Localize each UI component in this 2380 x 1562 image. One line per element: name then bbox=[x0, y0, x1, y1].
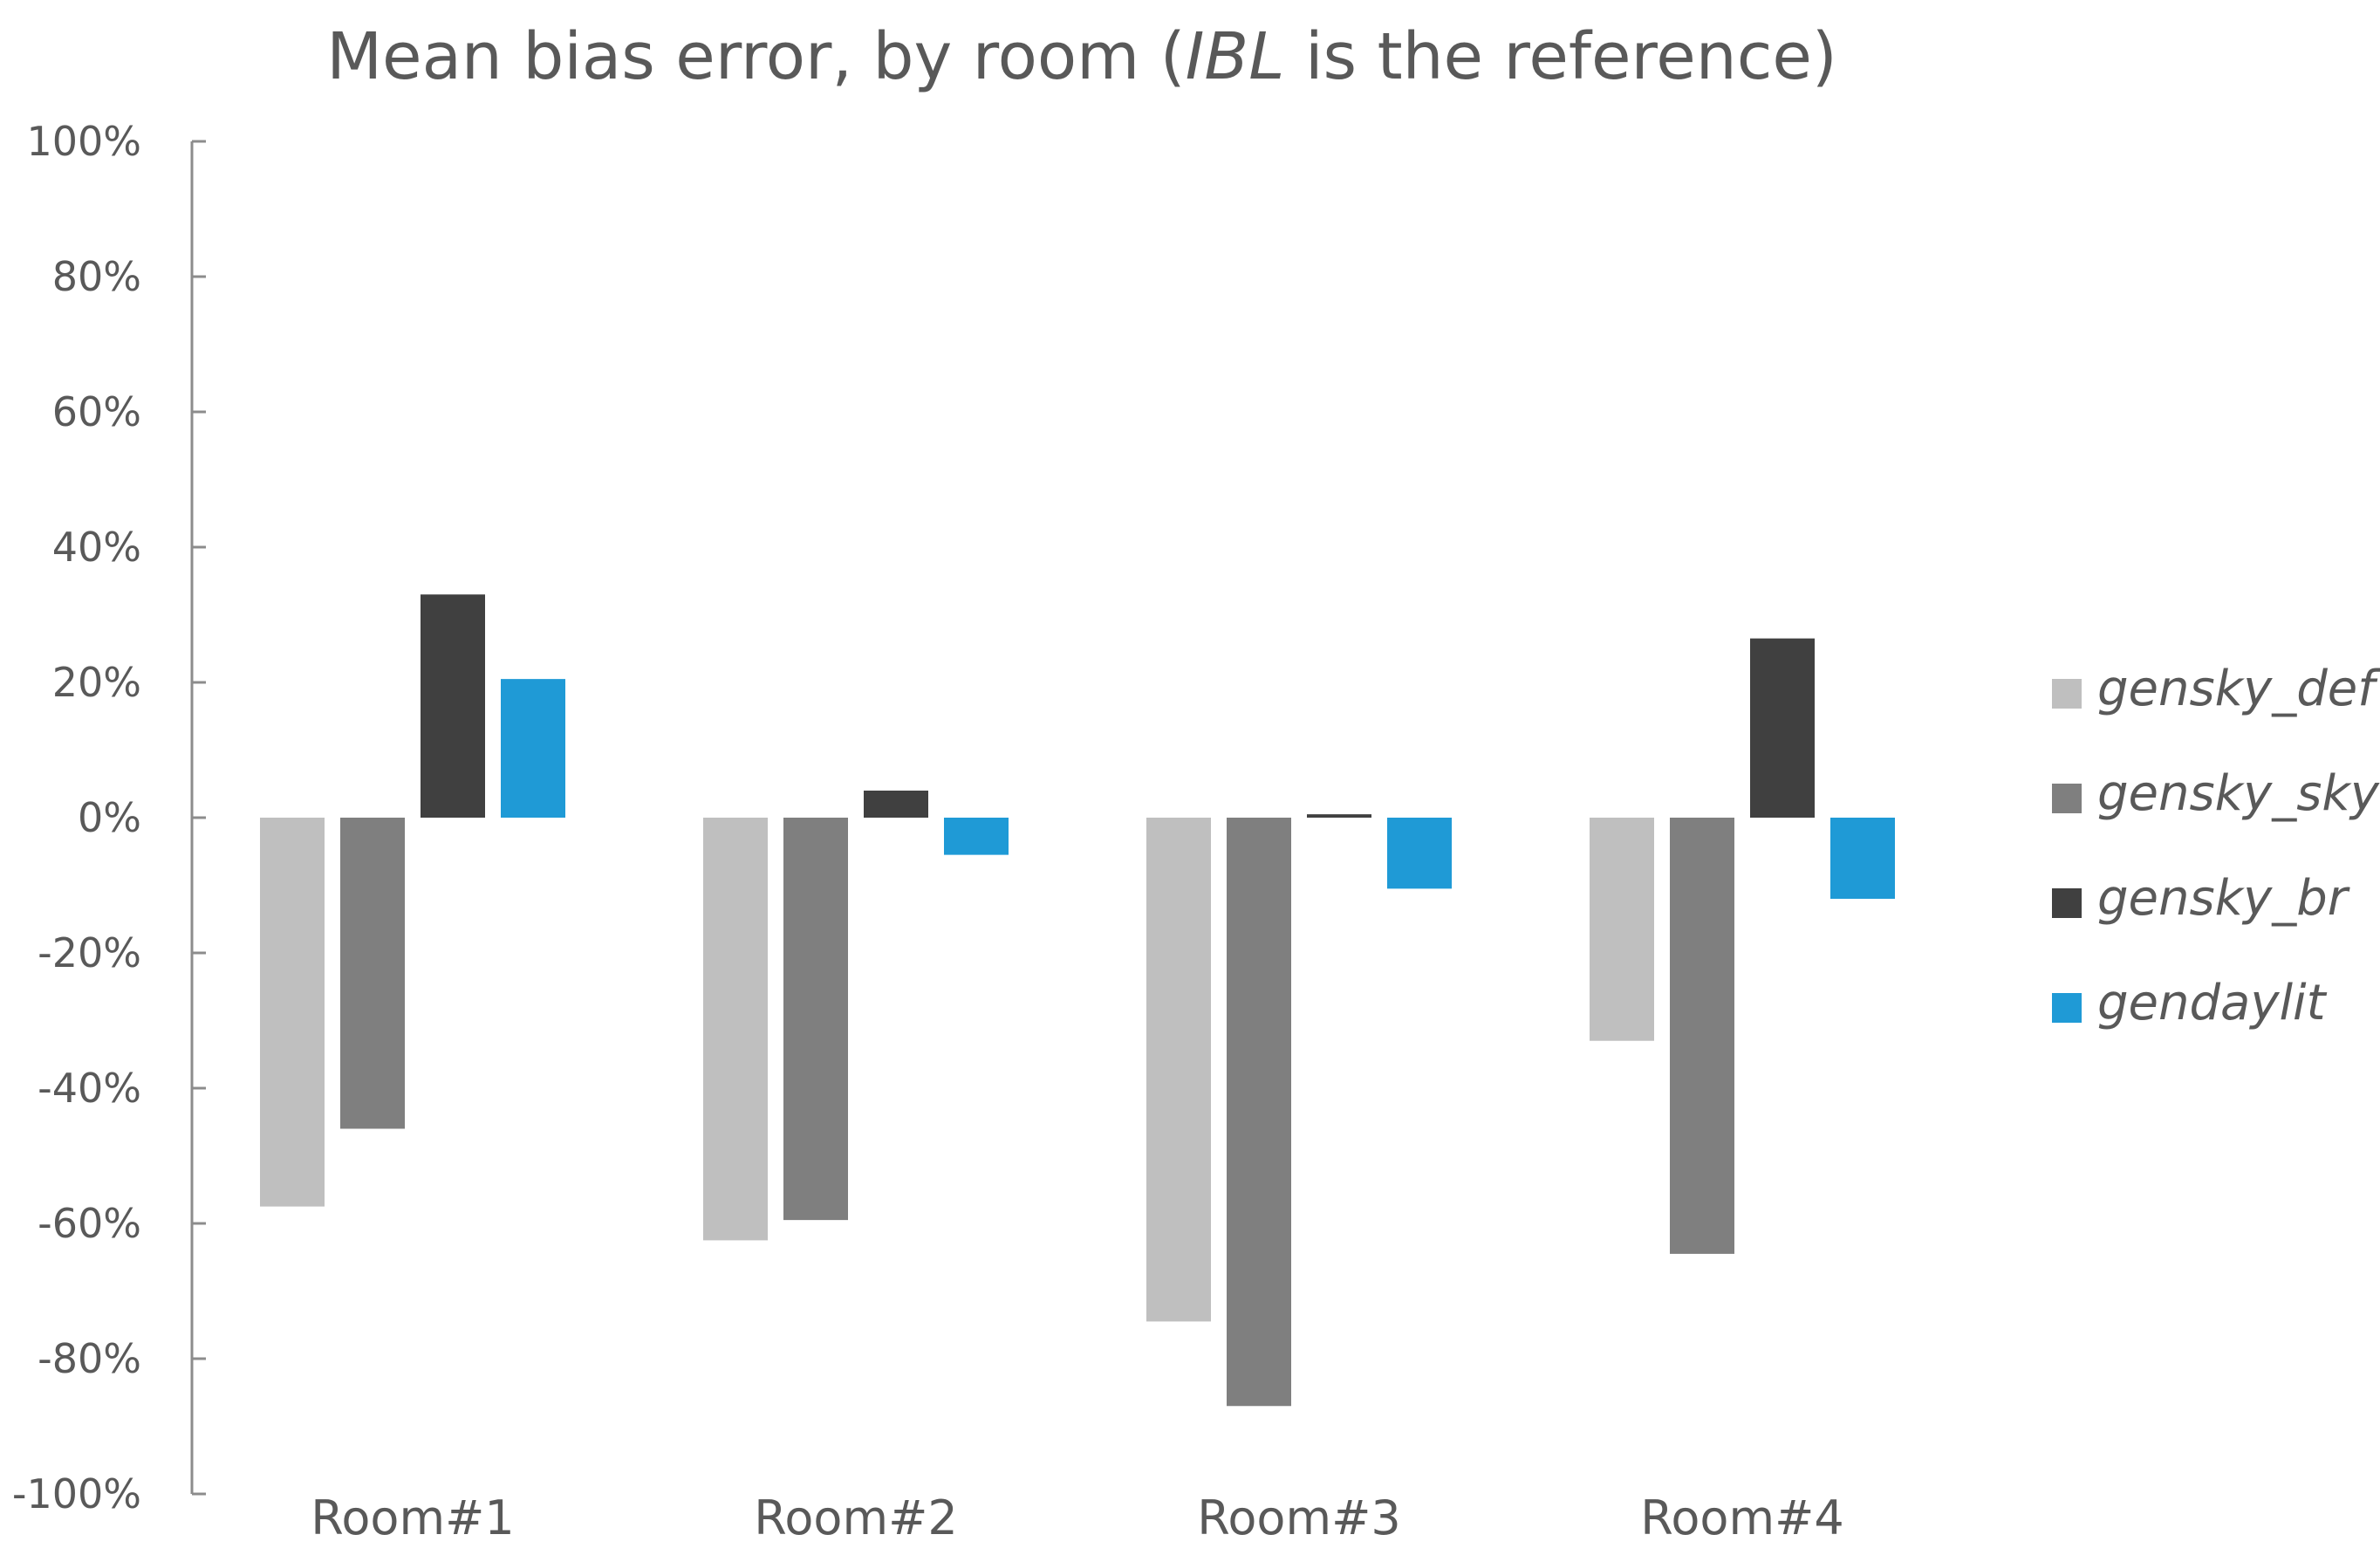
legend-label-gendaylit: gendaylit bbox=[2097, 975, 2328, 1031]
chart-title-suffix: is the reference) bbox=[1284, 19, 1836, 94]
y-tick-label: -40% bbox=[38, 1065, 141, 1112]
bar-gendaylit-room-4 bbox=[1830, 818, 1895, 899]
x-tick-label: Room#4 bbox=[1640, 1490, 1843, 1545]
y-tick-label: -100% bbox=[12, 1470, 141, 1517]
bar-gensky_sky-room-3 bbox=[1227, 818, 1291, 1407]
bar-gensky_def-room-3 bbox=[1146, 818, 1211, 1322]
chart-title-prefix: Mean bias error, by room ( bbox=[326, 19, 1185, 94]
y-tick-label: 20% bbox=[52, 659, 141, 706]
y-tick-label: 0% bbox=[78, 794, 141, 841]
legend: gensky_def gensky_sky gensky_br gendaylit bbox=[2052, 661, 2380, 1031]
y-axis: 100% 80% 60% 40% 20% 0% -20% -40% -60% -80% -100% bbox=[12, 118, 206, 1517]
x-tick-label: Room#3 bbox=[1197, 1490, 1400, 1545]
legend-swatch-gendaylit bbox=[2052, 993, 2082, 1023]
bar-gensky_br-room-4 bbox=[1750, 638, 1815, 818]
y-tick-label: -60% bbox=[38, 1200, 141, 1247]
bar-gensky_def-room-4 bbox=[1590, 818, 1654, 1041]
y-tick-label: -80% bbox=[38, 1335, 141, 1382]
legend-swatch-gensky_br bbox=[2052, 888, 2082, 918]
bar-gensky_br-room-3 bbox=[1307, 814, 1371, 818]
y-tick-label: 80% bbox=[52, 253, 141, 300]
x-axis: Room#1 Room#2 Room#3 Room#4 bbox=[311, 1490, 1843, 1545]
legend-swatch-gensky_sky bbox=[2052, 784, 2082, 813]
legend-label-gensky_sky: gensky_sky bbox=[2097, 765, 2380, 822]
legend-swatch-gensky_def bbox=[2052, 679, 2082, 709]
bar-gensky_def-room-1 bbox=[260, 818, 325, 1207]
bar-gensky_br-room-1 bbox=[421, 594, 485, 818]
bar-gensky_br-room-2 bbox=[864, 791, 928, 818]
bar-gendaylit-room-2 bbox=[944, 818, 1009, 855]
y-tick-label: -20% bbox=[38, 929, 141, 976]
x-tick-label: Room#1 bbox=[311, 1490, 514, 1545]
legend-label-gensky_def: gensky_def bbox=[2097, 661, 2380, 717]
legend-label-gensky_br: gensky_br bbox=[2097, 870, 2350, 927]
bar-gendaylit-room-3 bbox=[1387, 818, 1452, 889]
x-tick-label: Room#2 bbox=[754, 1490, 957, 1545]
bar-gendaylit-room-1 bbox=[501, 679, 565, 818]
y-tick-label: 40% bbox=[52, 524, 141, 571]
bar-gensky_def-room-2 bbox=[703, 818, 768, 1241]
chart-title-emphasis: IBL bbox=[1186, 19, 1285, 94]
bar-gensky_sky-room-1 bbox=[340, 818, 405, 1129]
y-tick-label: 100% bbox=[26, 118, 141, 165]
chart-title: Mean bias error, by room (IBL is the ref… bbox=[326, 19, 1837, 94]
bar-series-group bbox=[260, 594, 1895, 1407]
bar-gensky_sky-room-4 bbox=[1670, 818, 1734, 1254]
y-tick-label: 60% bbox=[52, 388, 141, 435]
bar-gensky_sky-room-2 bbox=[783, 818, 848, 1221]
